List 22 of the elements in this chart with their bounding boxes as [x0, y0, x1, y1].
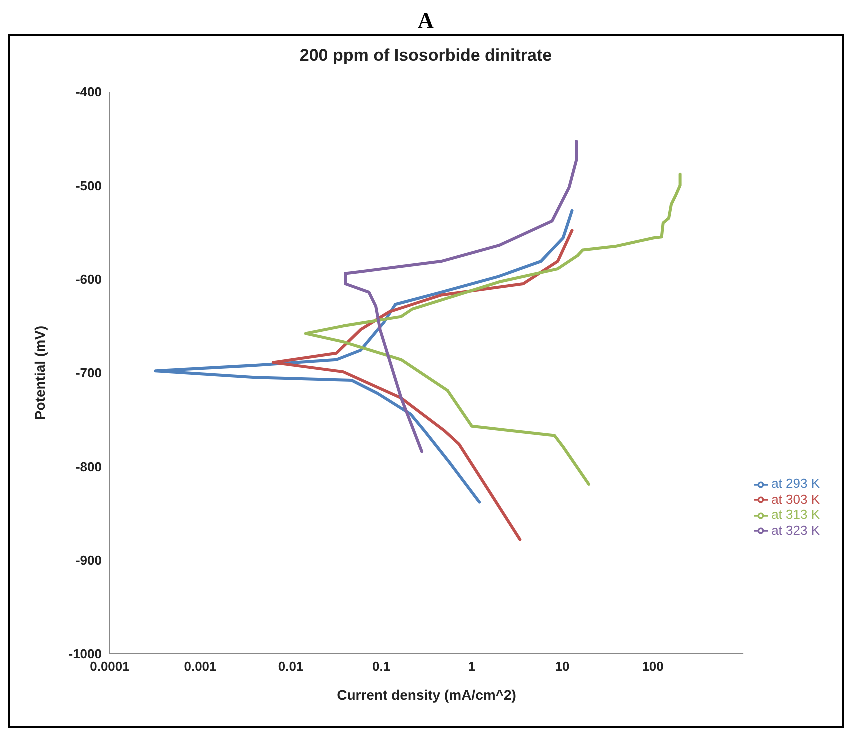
y-tick-label: -700 [76, 366, 102, 381]
y-tick-label: -800 [76, 459, 102, 474]
text: A [417, 8, 435, 34]
x-tick-label: 0.01 [278, 659, 304, 674]
x-tick-label: 0.1 [372, 659, 391, 674]
x-axis-title: Current density (mA/cm^2) [337, 687, 516, 703]
y-tick-label: -400 [76, 84, 102, 100]
x-tick-label: 0.001 [184, 659, 217, 674]
y-tick-label: -900 [76, 552, 102, 568]
chart-title: 200 ppm of Isosorbide dinitrate [298, 46, 554, 66]
y-tick-label: -500 [76, 178, 102, 194]
x-tick-label: 1 [468, 659, 476, 674]
legend-label: at 303 K [772, 492, 820, 507]
legend-label: at 323 K [772, 522, 820, 538]
y-tick-label: -1000 [68, 646, 102, 662]
x-tick-label: 0.0001 [90, 659, 130, 674]
y-tick-label: -600 [76, 272, 102, 287]
x-tick-label: 100 [642, 659, 664, 674]
x-tick-label: 10 [555, 659, 570, 674]
y-axis-title: Potential (mV) [32, 326, 48, 420]
legend-label: at 293 K [772, 476, 820, 491]
legend-label: at 313 K [772, 507, 820, 522]
